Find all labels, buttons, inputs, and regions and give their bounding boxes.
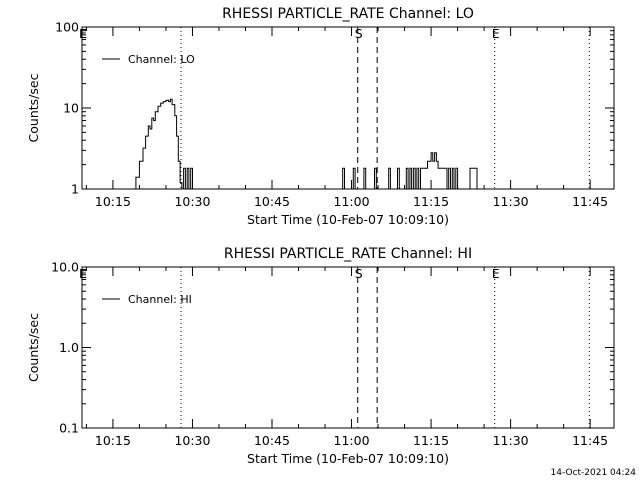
chart-title: RHESSI PARTICLE_RATE Channel: LO — [222, 6, 474, 22]
hi-channel-panel: RHESSI PARTICLE_RATE Channel: HI Counts/s… — [26, 246, 615, 466]
x-axis-label: Start Time (10-Feb-07 10:09:10) — [247, 212, 449, 227]
x-tick-label: 10:30 — [174, 194, 210, 209]
x-tick-label: 11:00 — [334, 433, 370, 448]
chart-title: RHESSI PARTICLE_RATE Channel: HI — [224, 246, 472, 262]
x-tick-label: 11:00 — [334, 194, 370, 209]
event-marker-label: E — [79, 266, 87, 281]
x-tick-label: 11:15 — [413, 194, 449, 209]
x-tick-label: 11:45 — [572, 433, 608, 448]
y-axis-label: Counts/sec — [26, 73, 41, 142]
y-axis-label: Counts/sec — [26, 313, 41, 382]
legend-label: Channel: HI — [128, 293, 192, 306]
x-tick-label: 11:15 — [413, 433, 449, 448]
x-tick-label: 11:30 — [493, 194, 529, 209]
event-marker-label: S — [355, 26, 363, 41]
legend-label: Channel: LO — [128, 53, 195, 66]
event-marker-label: S — [355, 266, 363, 281]
y-tick-label: 10 — [63, 101, 79, 116]
x-tick-label: 10:15 — [95, 433, 131, 448]
y-tick-label: 1.0 — [59, 340, 79, 355]
y-tick-label: 1 — [71, 182, 79, 197]
x-tick-label: 10:15 — [95, 194, 131, 209]
event-marker-label: E — [79, 26, 87, 41]
y-tick-label: 100 — [55, 20, 79, 35]
x-tick-label: 10:30 — [174, 433, 210, 448]
x-tick-label: 10:45 — [254, 433, 290, 448]
footer-timestamp: 14-Oct-2021 04:24 — [551, 468, 637, 478]
x-tick-label: 10:45 — [254, 194, 290, 209]
event-marker-label: E — [492, 26, 500, 41]
x-tick-label: 11:45 — [572, 194, 608, 209]
plot-frame — [81, 266, 615, 429]
x-tick-label: 11:30 — [493, 433, 529, 448]
y-tick-label: 0.1 — [59, 421, 79, 436]
lo-channel-panel: RHESSI PARTICLE_RATE Channel: LO Counts/s… — [26, 6, 615, 227]
y-tick-label: 10.0 — [51, 260, 79, 275]
plot-frame — [81, 26, 615, 190]
x-axis-label: Start Time (10-Feb-07 10:09:10) — [247, 451, 449, 466]
event-marker-label: E — [492, 266, 500, 281]
series-line — [132, 98, 478, 190]
